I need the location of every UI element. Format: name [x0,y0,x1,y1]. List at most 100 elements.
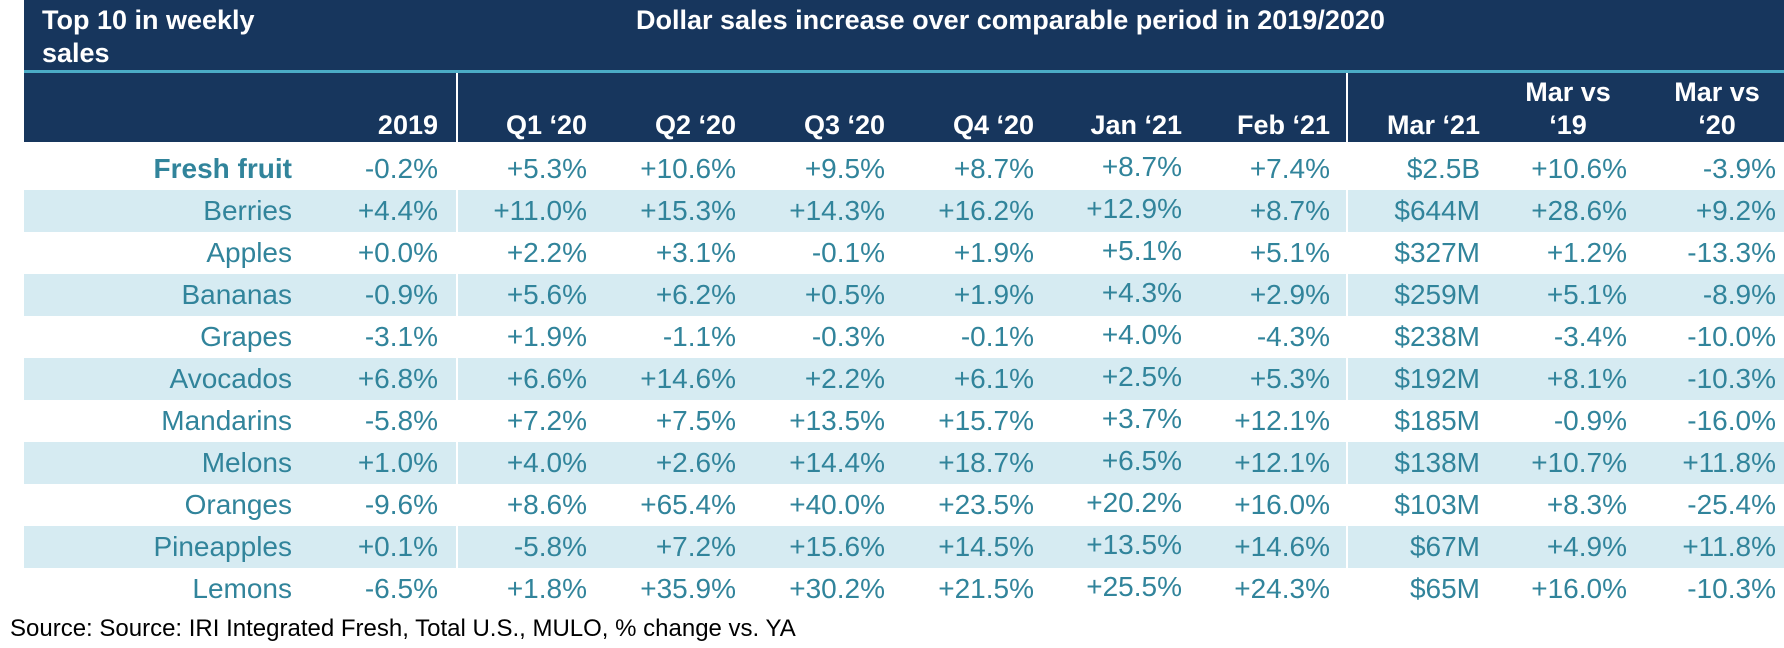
header-column-divider [456,73,458,142]
table-cell: +7.2% [506,405,587,436]
table-cell: -25.4% [1687,489,1776,520]
table-cell: +0.1% [357,531,438,562]
row-label: Oranges [184,489,292,520]
row-label: Mandarins [161,405,292,436]
column-header: Jan ‘21 [1090,110,1182,140]
column-divider [1346,274,1348,316]
table-cell: +0.0% [357,237,438,268]
table-cell: +2.9% [1249,279,1330,310]
table-row: Bananas -0.9% +5.6% +6.2% +0.5% +1.9% +4.3% +2.… [24,274,1784,316]
table-cell: +6.2% [655,279,736,310]
table-cell: +28.6% [1531,195,1627,226]
table-cell: -10.0% [1687,321,1776,352]
table-cell: +2.2% [804,363,885,394]
table-cell: -9.6% [364,489,438,520]
table-cell: +4.3% [1101,277,1182,308]
table-cell: -0.1% [811,237,885,268]
table-row: Berries +4.4% +11.0% +15.3% +14.3% +16.2% +12.… [24,190,1784,232]
table-cell: +6.1% [953,363,1034,394]
table-cell: +2.5% [1101,361,1182,392]
table-cell: -0.3% [811,321,885,352]
table-cell: +8.7% [1249,195,1330,226]
table-cell: +24.3% [1234,573,1330,604]
table-cell: +5.1% [1101,235,1182,266]
table-row: Mandarins -5.8% +7.2% +7.5% +13.5% +15.7% +3.7… [24,400,1784,442]
table-cell: -5.8% [513,531,587,562]
table-cell: -13.3% [1687,237,1776,268]
table-cell: -1.1% [662,321,736,352]
column-header: Q4 ‘20 [952,110,1034,140]
table-cell: -4.3% [1256,321,1330,352]
table-row: Lemons -6.5% +1.8% +35.9% +30.2% +21.5% +25.5%… [24,568,1784,610]
table-cell: +12.1% [1234,447,1330,478]
table-cell: +25.5% [1086,571,1182,602]
table-cell: +11.0% [493,195,587,226]
table-cell: +6.6% [506,363,587,394]
column-divider [456,442,458,484]
table-cell: +3.7% [1101,403,1182,434]
table-cell: +11.8% [1682,531,1776,562]
table-cell: +9.2% [1695,195,1776,226]
table-cell: +40.0% [789,489,885,520]
column-header: Q2 ‘20 [654,110,736,140]
column-divider [456,526,458,568]
table-cell: +1.9% [506,321,587,352]
column-header: Feb ‘21 [1236,110,1330,140]
table-cell: -3.9% [1702,153,1776,184]
table-cell: $238M [1394,321,1480,352]
table-cell: $67M [1409,531,1480,562]
table-cell: +1.9% [953,237,1034,268]
table-cell: +1.0% [357,447,438,478]
header-column-divider [1346,73,1348,142]
table-title: Top 10 in weekly sales [42,5,255,68]
table-cell: -5.8% [364,405,438,436]
table-cell: +5.1% [1249,237,1330,268]
table-cell: -10.3% [1687,573,1776,604]
table-main-heading: Dollar sales increase over comparable pe… [636,5,1385,35]
column-divider [456,274,458,316]
table-cell: -3.1% [364,321,438,352]
table-cell: -3.4% [1553,321,1627,352]
table-cell: +3.1% [655,237,736,268]
table-cell: -6.5% [364,573,438,604]
table-cell: +15.3% [640,195,736,226]
row-label: Apples [206,237,292,268]
row-label: Lemons [192,573,292,604]
table-cell: +14.3% [789,195,885,226]
table-cell: +8.3% [1546,489,1627,520]
table-row: Pineapples +0.1% -5.8% +7.2% +15.6% +14.5% +13… [24,526,1784,568]
table-cell: +16.2% [938,195,1034,226]
table-cell: +12.9% [1086,193,1182,224]
table-cell: +65.4% [640,489,736,520]
table-row: Avocados +6.8% +6.6% +14.6% +2.2% +6.1% +2.5% +… [24,358,1784,400]
table-cell: $2.5B [1406,153,1480,184]
table-cell: -0.2% [364,153,438,184]
column-header: Q1 ‘20 [505,110,587,140]
table-cell: +13.5% [789,405,885,436]
row-label: Fresh fruit [153,153,292,184]
row-label: Avocados [169,363,292,394]
table-cell: $138M [1394,447,1480,478]
table-cell: +2.6% [655,447,736,478]
table-cell: +16.0% [1234,489,1330,520]
table-row: Apples +0.0% +2.2% +3.1% -0.1% +1.9% +5.1% +5.1… [24,232,1784,274]
table-cell: +5.6% [506,279,587,310]
table-cell: +0.5% [804,279,885,310]
column-header: Mar ‘21 [1386,110,1480,140]
table-cell: +10.6% [640,153,736,184]
table-cell: +8.7% [1101,151,1182,182]
table-cell: $259M [1394,279,1480,310]
table-cell: +8.6% [506,489,587,520]
row-label: Melons [201,447,292,478]
table-cell: +8.7% [953,153,1034,184]
table-cell: +16.0% [1531,573,1627,604]
table-cell: $644M [1394,195,1480,226]
table-cell: +5.1% [1546,279,1627,310]
table-cell: +30.2% [789,573,885,604]
table-row: Fresh fruit -0.2% +5.3% +10.6% +9.5% +8.7% +8.… [24,148,1784,190]
column-divider [1346,526,1348,568]
table-cell: +9.5% [804,153,885,184]
table-cell: -0.1% [960,321,1034,352]
table-cell: -8.9% [1702,279,1776,310]
table-cell: +2.2% [506,237,587,268]
